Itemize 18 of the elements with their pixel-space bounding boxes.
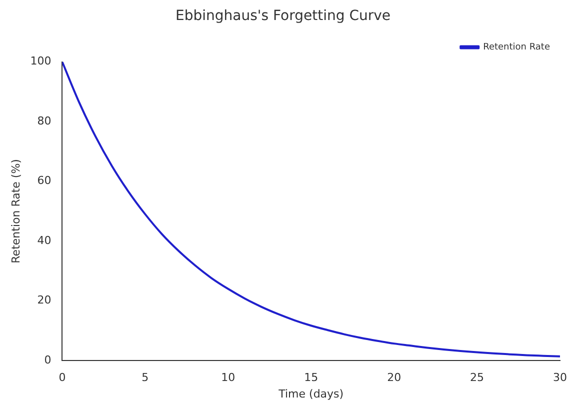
y-tick-label: 20 <box>37 294 52 307</box>
chart-title: Ebbinghaus's Forgetting Curve <box>176 8 390 24</box>
y-tick-label: 60 <box>37 174 52 188</box>
legend-label: Retention Rate <box>483 42 550 53</box>
y-tick-label: 40 <box>37 234 52 247</box>
y-axis-title: Retention Rate (%) <box>9 159 22 264</box>
x-tick-label: 30 <box>553 371 567 384</box>
x-tick-label: 25 <box>470 371 484 384</box>
y-tick-label: 0 <box>44 353 52 366</box>
y-tick-label: 80 <box>37 114 52 128</box>
x-tick-label: 15 <box>304 371 318 384</box>
x-tick-label: 5 <box>142 371 149 384</box>
x-tick-label: 10 <box>221 371 236 384</box>
x-tick-label: 20 <box>387 371 402 384</box>
x-tick-label: 0 <box>58 371 66 384</box>
line-series <box>62 62 560 358</box>
y-tick-label: 100 <box>30 54 52 68</box>
x-axis-title: Time (days) <box>278 387 344 400</box>
